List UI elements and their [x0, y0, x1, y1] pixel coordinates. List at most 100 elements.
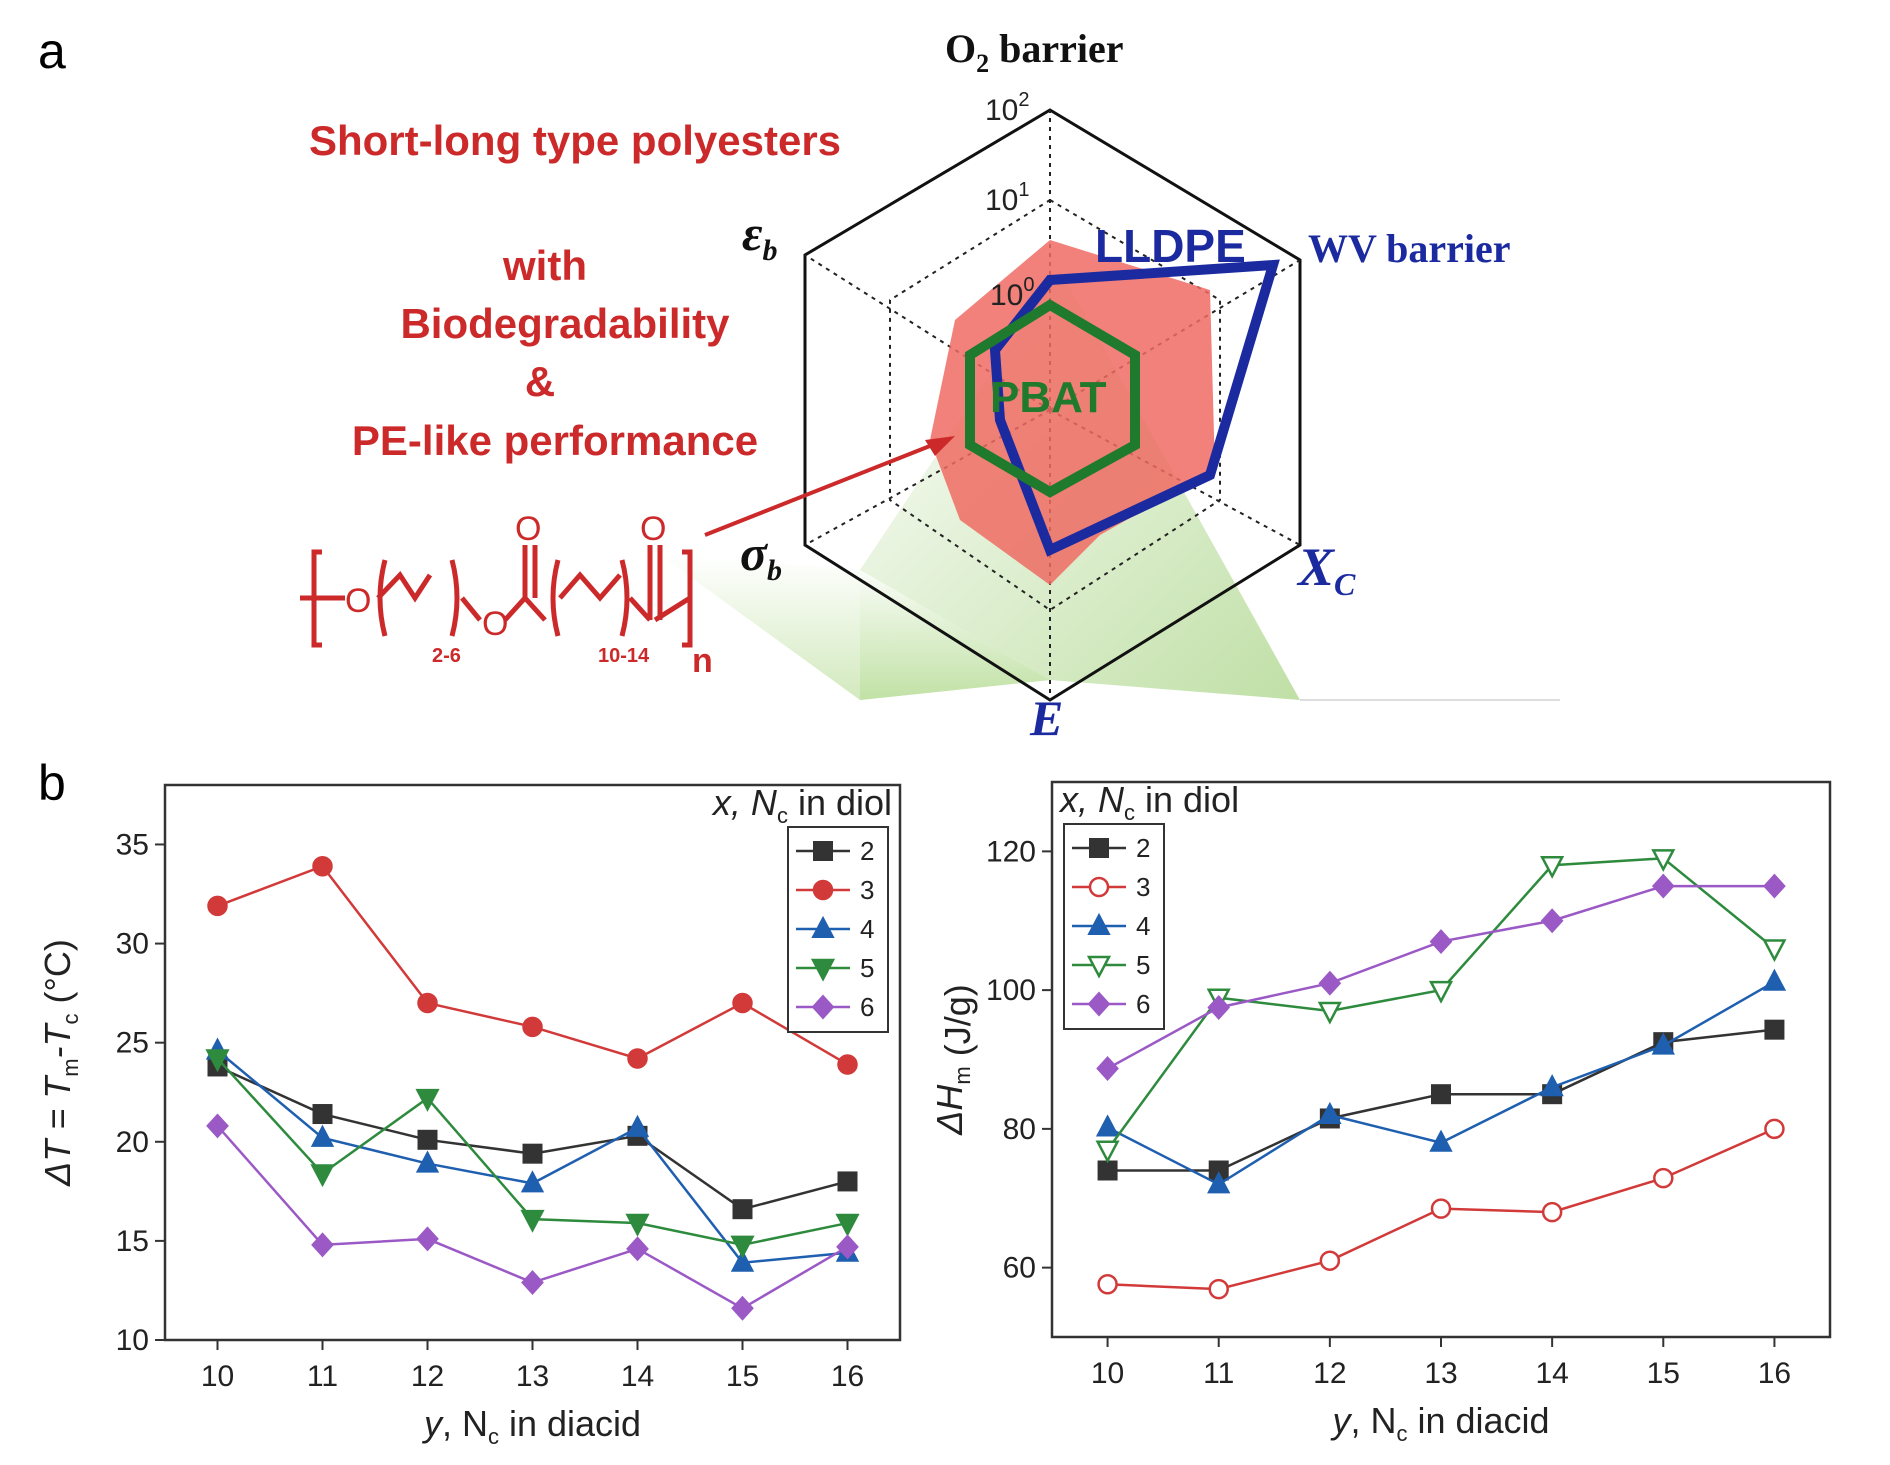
- y-axis-label: ΔHm (J/g): [929, 984, 978, 1136]
- series-2: [1097, 1019, 1785, 1181]
- subtitle-line-1: with: [502, 242, 587, 289]
- legend-label-4: 4: [860, 914, 874, 944]
- radar-bottom-face-2: [660, 555, 1050, 700]
- x-tick-label: 14: [621, 1360, 654, 1393]
- structure-o-2: O: [482, 605, 508, 643]
- legend-marker-3: [812, 879, 834, 901]
- subtitle-line-3: &: [525, 358, 555, 405]
- data-point: [1318, 970, 1342, 996]
- structure-o-3: O: [515, 510, 541, 548]
- legend-marker-2: [1089, 838, 1109, 858]
- axis-xc: XC: [1296, 537, 1356, 602]
- radar-chart: 102 101 100 LLDPE PBAT O2 barrier WV bar…: [660, 26, 1560, 746]
- data-point: [1429, 929, 1453, 955]
- series-line-5: [1106, 857, 1776, 1151]
- data-point: [312, 1104, 333, 1125]
- legend-marker-5: [810, 958, 836, 982]
- data-point: [416, 1226, 439, 1252]
- data-point: [626, 1236, 649, 1262]
- panel-label-b: b: [38, 755, 66, 811]
- legend-marker-2: [813, 841, 833, 861]
- data-point: [1540, 1074, 1564, 1097]
- legend-marker-6: [1087, 991, 1111, 1017]
- series-2: [207, 1056, 858, 1220]
- axis-e: E: [1029, 690, 1063, 746]
- data-point: [520, 1209, 545, 1233]
- data-point: [1208, 1278, 1229, 1300]
- y-axis-label: ΔT = Tm-Tc (°C): [37, 939, 83, 1187]
- data-point: [1207, 994, 1231, 1020]
- radar-scale-10-2: 102: [985, 89, 1030, 127]
- data-point: [730, 1235, 755, 1259]
- plot-frame: [1050, 780, 1832, 1339]
- data-point: [522, 1016, 543, 1038]
- polyester-region: [930, 240, 1215, 585]
- data-point: [1428, 980, 1454, 1004]
- legend-label-2: 2: [860, 836, 874, 866]
- x-tick-label: 11: [1203, 1357, 1234, 1390]
- x-tick-label: 12: [411, 1360, 444, 1393]
- x-tick-label: 12: [1313, 1357, 1346, 1390]
- legend-label-5: 5: [1136, 950, 1150, 980]
- data-point: [837, 1171, 858, 1192]
- series-3: [1097, 1118, 1785, 1300]
- legend-title: x, Nc in diol: [1058, 779, 1239, 825]
- data-point: [1097, 1274, 1118, 1295]
- data-point: [1764, 1118, 1785, 1140]
- data-point: [1430, 1198, 1452, 1219]
- data-point: [1651, 1032, 1675, 1055]
- data-point: [732, 1199, 753, 1220]
- data-point: [836, 1234, 859, 1260]
- data-point: [1429, 1129, 1453, 1152]
- data-point: [206, 1113, 229, 1139]
- y-tick-label: 25: [116, 1027, 149, 1060]
- data-point: [1097, 1160, 1118, 1181]
- data-point: [1540, 856, 1565, 879]
- polyester-structure: [300, 545, 693, 648]
- data-point: [1096, 1056, 1119, 1082]
- data-point: [520, 1170, 545, 1193]
- radar-scale-10-1: 101: [985, 179, 1030, 217]
- structure-o-4: O: [640, 510, 666, 548]
- y-tick-label: 35: [116, 828, 149, 861]
- legend-label-6: 6: [1136, 989, 1150, 1019]
- x-tick-label: 16: [1758, 1357, 1791, 1390]
- y-tick-label: 15: [116, 1225, 149, 1258]
- x-tick-label: 16: [831, 1360, 864, 1393]
- data-point: [1318, 1101, 1342, 1124]
- structure-sub-diol: 2-6: [432, 645, 461, 667]
- data-point: [205, 1049, 230, 1073]
- data-point: [1653, 1167, 1674, 1189]
- data-point: [625, 1213, 650, 1237]
- legend-marker-5: [1086, 955, 1112, 979]
- data-point: [625, 1114, 650, 1137]
- series-3: [207, 856, 858, 1075]
- data-point: [1762, 939, 1787, 963]
- data-point: [312, 856, 333, 877]
- legend-label-2: 2: [1136, 833, 1150, 863]
- y-axis-label-group: ΔT = Tm-Tc (°C): [37, 939, 83, 1187]
- data-point: [1764, 1019, 1785, 1040]
- headline-text: Short-long type polyesters: [309, 117, 841, 164]
- legend-marker-4: [811, 915, 835, 938]
- legend-label-3: 3: [860, 875, 874, 905]
- y-tick-label: 80: [1003, 1113, 1036, 1146]
- data-point: [417, 992, 438, 1014]
- legend-title: x, Nc in diol: [711, 782, 892, 828]
- pbat-series-line: [965, 299, 1140, 498]
- subtitle-line-4: PE-like performance: [352, 417, 758, 464]
- data-point: [207, 895, 228, 917]
- pbat-label: PBAT: [990, 373, 1107, 422]
- legend-marker-3: [1088, 876, 1110, 898]
- series-6: [206, 1113, 859, 1321]
- data-point: [1095, 1140, 1120, 1164]
- structure-sub-diacid: 10-14: [598, 645, 650, 667]
- series-5: [205, 1049, 860, 1259]
- data-point: [1095, 1114, 1120, 1137]
- x-tick-label: 13: [1424, 1357, 1457, 1390]
- radar-ring-10-1: [889, 198, 1221, 612]
- data-point: [1762, 968, 1787, 991]
- y-tick-label: 20: [116, 1126, 149, 1159]
- legend-marker-4: [1087, 912, 1111, 935]
